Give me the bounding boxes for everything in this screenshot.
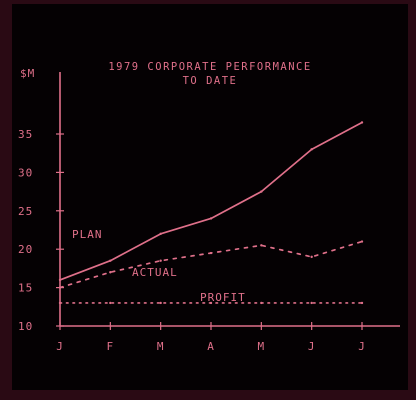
data-point-profit <box>58 301 62 305</box>
data-point-actual <box>260 244 263 247</box>
x-tick-label: J <box>308 340 316 353</box>
data-point-actual <box>109 271 112 274</box>
y-tick-label: 25 <box>18 205 33 218</box>
series-line-plan <box>59 121 363 281</box>
data-point-profit <box>159 301 162 305</box>
chart-title-line-2: TO DATE <box>183 75 238 87</box>
x-tick-label: J <box>56 340 64 353</box>
data-point-plan <box>58 278 62 282</box>
chart-screen: 1979 CORPORATE PERFORMANCE TO DATE $M 10… <box>12 4 408 390</box>
data-point-plan <box>260 190 263 193</box>
axis-ticks: 10 15 20 25 30 35 J F M A M J J <box>18 128 366 353</box>
data-point-actual <box>360 240 364 243</box>
x-tick-label: A <box>207 340 215 353</box>
series-line-actual <box>59 240 363 289</box>
y-tick-label: 35 <box>18 128 33 141</box>
data-point-plan <box>360 121 364 124</box>
y-tick-label: 20 <box>18 243 33 256</box>
data-point-plan <box>209 217 213 220</box>
data-point-plan <box>310 148 313 151</box>
data-point-actual <box>209 251 213 255</box>
data-point-actual <box>310 255 313 259</box>
data-point-profit <box>310 301 313 305</box>
data-point-plan <box>109 259 112 262</box>
chart-title: 1979 CORPORATE PERFORMANCE TO DATE <box>108 61 311 87</box>
x-tick-label: J <box>358 340 366 353</box>
data-point-profit <box>360 301 364 305</box>
series-label-profit: PROFIT <box>200 291 246 304</box>
series-labels: PLAN ACTUAL PROFIT <box>72 228 246 304</box>
chart-title-line-1: 1979 CORPORATE PERFORMANCE <box>108 61 311 73</box>
data-point-profit <box>260 301 263 305</box>
data-point-actual <box>58 286 62 289</box>
data-point-profit <box>109 301 112 305</box>
y-axis-unit-label: $M <box>20 67 35 80</box>
x-tick-label: M <box>258 340 266 353</box>
data-point-plan <box>159 232 162 236</box>
y-tick-label: 10 <box>18 320 33 333</box>
series-label-actual: ACTUAL <box>132 266 178 279</box>
x-tick-label: M <box>157 340 165 353</box>
y-tick-label: 15 <box>18 282 33 295</box>
data-point-profit <box>209 301 213 305</box>
series-lines <box>58 121 364 305</box>
line-chart: 1979 CORPORATE PERFORMANCE TO DATE $M 10… <box>18 61 400 353</box>
series-label-plan: PLAN <box>72 228 103 241</box>
x-tick-label: F <box>107 340 115 353</box>
data-point-actual <box>159 259 162 262</box>
y-tick-label: 30 <box>18 166 33 179</box>
axes <box>59 72 400 327</box>
